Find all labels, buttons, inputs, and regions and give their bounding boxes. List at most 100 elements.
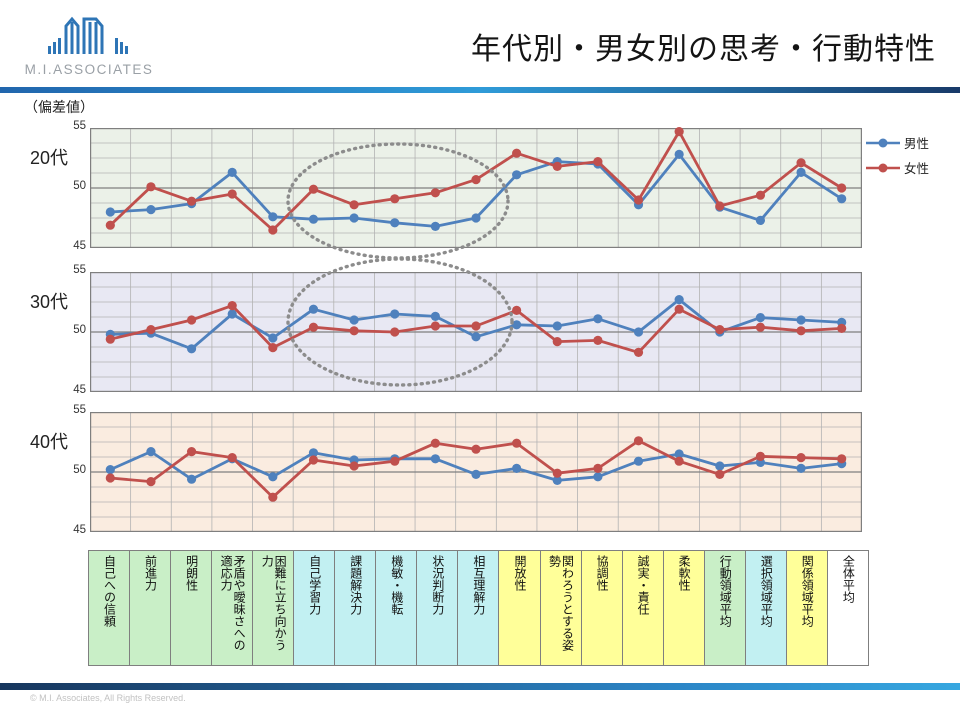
female-data-point (837, 454, 847, 464)
female-data-point (593, 157, 603, 167)
female-data-point (715, 469, 725, 479)
female-data-point (796, 453, 806, 463)
header-rule (0, 87, 960, 93)
male-data-point (390, 218, 400, 228)
female-data-point (390, 456, 400, 466)
male-data-point (430, 311, 440, 321)
male-data-point (552, 475, 562, 485)
category-cell: 機敏・機転 (376, 551, 418, 665)
female-data-point (755, 190, 766, 200)
female-data-point (552, 337, 562, 347)
category-cell: 関わろうとする姿勢 (540, 551, 582, 665)
female-data-point (471, 175, 481, 185)
female-data-point (633, 195, 644, 205)
category-label: 困難に立ち向かう力 (260, 555, 288, 651)
male-data-point (105, 207, 115, 217)
category-cell: 開放性 (499, 551, 541, 665)
company-logo: M.I.ASSOCIATES (24, 6, 154, 84)
male-data-point (186, 344, 197, 354)
female-data-point (512, 148, 522, 158)
panel-border (90, 412, 862, 533)
male-data-point (796, 315, 806, 325)
female-data-point (105, 220, 115, 230)
female-data-point (552, 468, 562, 478)
legend-label-female: 女性 (904, 162, 930, 176)
category-cell: 自己学習力 (294, 551, 336, 665)
category-cell: 柔軟性 (663, 551, 705, 665)
male-data-point (674, 295, 684, 305)
logo-brand-text: M.I.ASSOCIATES (24, 62, 154, 77)
female-data-point (349, 200, 359, 210)
category-label: 課題解決力 (348, 555, 363, 615)
chart-panel-40s (90, 412, 862, 533)
category-cell: 相互理解力 (458, 551, 500, 665)
female-series-marker-icon (866, 163, 900, 172)
female-data-point (227, 189, 237, 199)
female-data-point (186, 315, 197, 325)
male-data-point (308, 448, 319, 458)
category-cell: 自己への信頼 (89, 551, 131, 665)
male-series-marker-icon (866, 138, 900, 147)
category-label: 関係領域平均 (800, 555, 815, 627)
male-data-point (390, 309, 400, 319)
footer-rule (0, 683, 960, 690)
copyright-text: © M.I. Associates, All Rights Reserved. (30, 693, 186, 703)
y-tick-label: 55 (73, 404, 86, 416)
female-data-point (227, 453, 237, 463)
female-data-point (308, 322, 319, 332)
age-group-label-30s: 30代 (30, 292, 69, 312)
female-data-point (146, 477, 156, 487)
female-data-point (674, 456, 684, 466)
male-data-point (796, 463, 806, 473)
chart-panel-20s (90, 127, 862, 249)
female-data-point (186, 447, 197, 457)
category-cell: 明朗性 (171, 551, 213, 665)
y-tick-label: 55 (73, 120, 86, 132)
female-data-point (755, 322, 766, 332)
female-data-point (796, 326, 806, 336)
female-data-point (186, 196, 197, 206)
male-data-point (593, 314, 603, 324)
category-cell: 状況判断力 (417, 551, 459, 665)
y-tick-label: 50 (73, 324, 86, 336)
category-label: 機敏・機転 (389, 555, 404, 615)
female-data-point (430, 188, 440, 198)
female-data-point (674, 304, 684, 314)
female-data-point (471, 321, 481, 331)
female-data-point (146, 182, 156, 192)
female-data-point (227, 301, 237, 311)
male-data-point (308, 304, 319, 314)
mia-buildings-logo-icon (48, 16, 128, 54)
category-label: 選択領域平均 (759, 555, 774, 627)
female-data-point (512, 305, 522, 315)
male-data-point (146, 447, 156, 457)
female-data-point (471, 444, 481, 454)
category-label: 開放性 (512, 555, 527, 591)
male-data-point (471, 469, 481, 479)
category-cell: 課題解決力 (335, 551, 377, 665)
male-data-point (471, 332, 481, 342)
female-data-point (633, 436, 644, 446)
category-cell: 行動領域平均 (704, 551, 746, 665)
y-tick-label: 45 (73, 524, 86, 536)
male-data-point (349, 315, 359, 325)
female-data-point (593, 463, 603, 473)
legend-item-male: 男性 (866, 130, 958, 155)
female-data-point (674, 127, 684, 137)
male-data-point (430, 221, 440, 231)
female-data-point (390, 194, 400, 204)
female-data-point (633, 347, 644, 357)
male-data-point (227, 167, 237, 177)
category-cell: 協調性 (581, 551, 623, 665)
female-data-point (308, 184, 319, 194)
category-label: 関わろうとする姿勢 (547, 555, 575, 651)
male-data-point (308, 214, 319, 224)
male-data-point (471, 213, 481, 223)
male-data-point (674, 449, 684, 459)
category-label: 行動領域平均 (718, 555, 733, 627)
male-data-point (105, 465, 115, 475)
category-label: 前進力 (143, 555, 158, 591)
male-data-point (430, 454, 440, 464)
male-data-point (349, 213, 359, 223)
female-data-point (593, 335, 603, 345)
